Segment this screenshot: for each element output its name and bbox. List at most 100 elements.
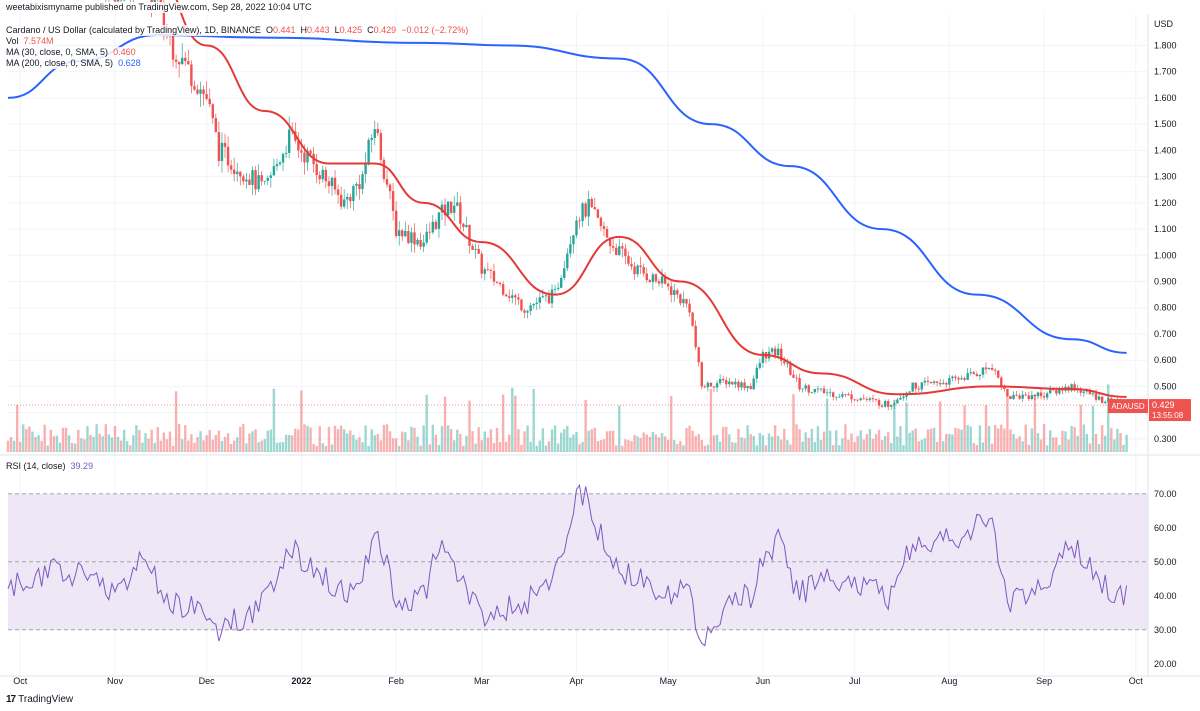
candle-body [410,232,413,243]
candle-body [556,287,560,289]
candle-body [523,310,526,313]
volume-bar [477,427,480,452]
candle-body [1039,392,1043,397]
volume-bar [77,429,80,452]
candle-body [358,184,361,190]
candle-body [743,382,746,389]
candle-body [471,245,474,250]
volume-bar [807,437,810,452]
volume-bar [425,394,428,452]
volume-bar [391,438,395,452]
volume-bar [676,444,679,452]
candle-body [547,295,551,304]
price-tag-countdown: 13:55:08 [1152,411,1184,420]
candle-body [685,299,688,304]
volume-bar [920,439,924,452]
legend-title-row: Cardano / US Dollar (calculated by Tradi… [6,25,469,36]
volume-bar [893,399,896,452]
volume-bar [633,434,636,452]
volume-bar [621,445,624,452]
volume-bar [245,443,248,452]
volume-bar [401,431,404,452]
volume-bar [342,429,346,452]
volume-bar [651,431,655,452]
candle-body [404,230,407,237]
candle-body [813,389,817,393]
volume-bar [382,424,386,452]
candle-body [1006,388,1009,397]
candle-body [880,405,884,407]
candle-body [416,239,419,245]
candle-body [342,199,346,207]
volume-bar [1030,428,1034,452]
symbol-tag-text: ADAUSD [1111,402,1145,411]
candle-body [624,248,627,257]
volume-bar [349,430,352,452]
candle-body [636,265,639,275]
volume-bar [734,442,737,452]
volume-bar [107,434,111,452]
tradingview-wordmark: TradingView [18,694,74,705]
candle-body [648,280,652,282]
candle-body [413,232,416,245]
volume-bar [697,434,700,452]
volume-bar [624,439,627,452]
candle-body [810,392,814,393]
candle-body [266,177,269,181]
candle-body [871,398,875,400]
volume-bar [975,445,979,452]
volume-bar [578,444,581,452]
candle-body [449,201,453,213]
volume-bar [572,434,575,452]
candle-body [318,175,321,180]
volume-bar [190,434,193,452]
ma30-path [175,0,1127,398]
candle-body [529,305,532,312]
volume-bar [70,442,74,452]
candle-body [819,388,823,390]
candle-body [990,367,994,370]
candle-body [676,290,679,295]
candle-body [569,244,572,254]
candle-body [1079,389,1082,393]
candle-body [945,383,948,385]
candle-body [223,142,227,147]
candle-body [786,362,789,364]
volume-bar [804,432,807,452]
price-tick-label: 1.700 [1154,67,1177,77]
candle-body [453,205,456,213]
volume-bar [877,429,881,452]
volume-bar [526,425,529,452]
tradingview-logo[interactable]: 17 TradingView [6,694,73,705]
volume-bar [272,388,276,452]
volume-bar [19,441,22,452]
price-tick-label: 0.700 [1154,329,1177,339]
rsi-legend: RSI (14, close) 39.29 [6,461,94,472]
volume-bar [37,435,40,452]
candle-body [1024,394,1027,396]
volume-bar [945,433,948,452]
candle-body [587,199,590,217]
candle-body [284,152,288,154]
candle-body [581,203,584,222]
candle-body [373,129,376,138]
volume-bar [294,428,297,452]
volume-bar [1033,394,1037,452]
volume-bar [339,425,343,452]
volume-bar [514,395,517,452]
volume-bar [55,435,59,452]
volume-bar [1104,435,1107,452]
volume-bar [446,425,450,452]
volume-bar [196,436,199,452]
volume-bar [566,425,569,452]
volume-bar [758,432,762,452]
volume-bar [89,435,92,452]
candle-body [324,169,328,182]
candle-body [498,282,502,285]
candle-body [978,374,982,377]
volume-bar [1024,424,1027,452]
volume-bar [780,439,783,452]
volume-bar [648,436,652,452]
volume-bar [966,424,969,452]
